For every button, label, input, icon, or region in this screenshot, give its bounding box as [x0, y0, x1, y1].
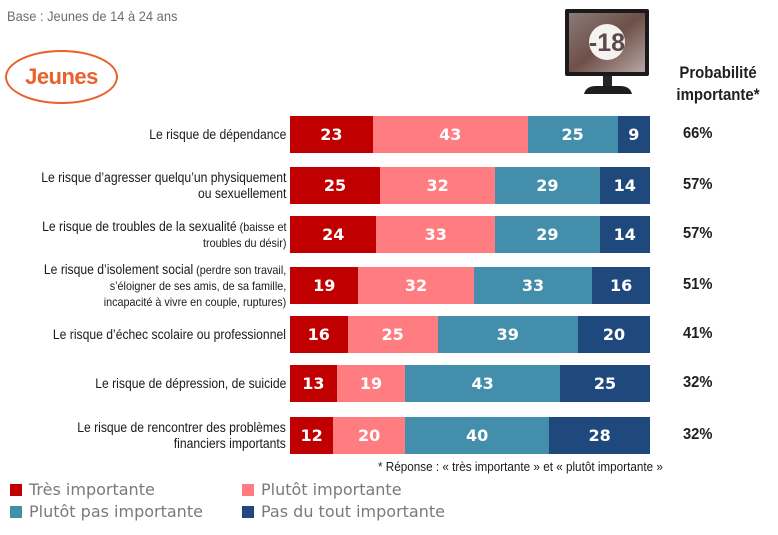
probability-value: 51%	[683, 275, 713, 293]
category-label-line2: s’éloigner de ses amis, de sa famille,	[109, 278, 287, 293]
bar-segment: 9	[617, 116, 650, 153]
category-label: Le risque de rencontrer des problèmes fin…	[77, 420, 286, 452]
legend-swatch	[10, 483, 22, 496]
bar-segment: 39	[437, 316, 578, 353]
bar-segment: 16	[592, 267, 650, 304]
jeunes-badge: Jeunes	[5, 50, 118, 104]
category-label-main: Le risque d’échec scolaire ou profession…	[52, 326, 286, 342]
probability-heading-line1: Probabilité	[679, 63, 757, 82]
bar-segment: 16	[290, 316, 348, 353]
bar-segment: 20	[577, 316, 650, 353]
bar-segment: 43	[405, 365, 560, 402]
bar-segment: 25	[290, 167, 380, 204]
stacked-bar: 19 32 33 16	[290, 267, 650, 304]
bar-segment: 33	[376, 216, 496, 253]
category-label-line2: ou sexuellement	[197, 185, 286, 201]
probability-value: 41%	[683, 324, 713, 342]
stacked-bar: 12 20 40 28	[290, 417, 650, 454]
age-circle	[589, 24, 625, 60]
legend-item-plutot-pas-importante: Plutôt pas importante	[10, 502, 203, 521]
probability-heading: Probabilité importante*	[667, 62, 769, 106]
age-text: -18	[589, 29, 625, 57]
category-label-main: Le risque de troubles de la sexualité	[41, 218, 237, 234]
legend-swatch	[242, 505, 254, 518]
probability-value: 32%	[683, 373, 713, 391]
legend-item-tres-importante: Très importante	[10, 480, 155, 499]
category-label-main: Le risque de dépression, de suicide	[94, 375, 286, 391]
category-label-line2: troubles du désir)	[202, 235, 286, 250]
monitor-neck	[603, 76, 612, 87]
stacked-bar: 13 19 43 25	[290, 365, 650, 402]
category-label-main: Le risque de rencontrer des problèmes	[77, 419, 286, 435]
bar-segment: 19	[290, 267, 359, 304]
legend-label: Pas du tout importante	[261, 502, 445, 521]
stacked-bar: 25 32 29 14	[290, 167, 650, 204]
bar-segment: 19	[336, 365, 406, 402]
bar-segment: 25	[347, 316, 438, 353]
bar-segment: 25	[527, 116, 618, 153]
category-label-line3: incapacité à vivre en couple, ruptures)	[103, 294, 286, 309]
category-label: Le risque de dépression, de suicide	[95, 376, 286, 392]
bar-segment: 23	[290, 116, 373, 153]
bar-segment: 29	[495, 216, 600, 253]
bar-segment: 40	[405, 417, 550, 454]
category-label: Le risque de dépendance	[149, 127, 286, 143]
stacked-bar: 24 33 29 14	[290, 216, 650, 253]
bar-segment: 20	[333, 417, 406, 454]
category-label-main: Le risque d’isolement social	[43, 261, 193, 277]
bar-segment: 24	[290, 216, 377, 253]
category-label: Le risque d’isolement social (perdre son…	[44, 262, 286, 310]
bar-segment: 32	[358, 267, 474, 304]
stacked-bar: 23 43 25 9	[290, 116, 650, 153]
category-label: Le risque de troubles de la sexualité (b…	[42, 219, 286, 251]
probability-value: 32%	[683, 425, 713, 443]
jeunes-badge-label: Jeunes	[25, 64, 98, 89]
legend-item-plutot-importante: Plutôt importante	[242, 480, 402, 499]
legend-swatch	[242, 483, 254, 496]
legend-swatch	[10, 505, 22, 518]
category-label-line2: financiers importants	[173, 435, 286, 451]
monitor-stand	[584, 86, 632, 94]
monitor-18-icon: -18	[565, 9, 649, 94]
probability-value: 66%	[683, 124, 713, 142]
bar-segment: 29	[495, 167, 600, 204]
legend-label: Très importante	[29, 480, 155, 499]
category-label-main: Le risque de dépendance	[148, 126, 286, 142]
probability-value: 57%	[683, 224, 713, 242]
category-label-detail: (baisse et	[236, 219, 286, 234]
bar-segment: 32	[380, 167, 496, 204]
bar-segment: 43	[372, 116, 528, 153]
base-subtitle: Base : Jeunes de 14 à 24 ans	[7, 8, 178, 24]
footnote: * Réponse : « très importante » et « plu…	[378, 459, 663, 474]
category-label: Le risque d’agresser quelqu’un physiquem…	[41, 170, 286, 202]
bar-segment: 13	[290, 365, 337, 402]
probability-value: 57%	[683, 175, 713, 193]
legend-label: Plutôt importante	[261, 480, 402, 499]
probability-heading-line2: importante*	[676, 85, 760, 104]
bar-segment: 14	[599, 216, 650, 253]
legend-item-pas-du-tout-importante: Pas du tout importante	[242, 502, 445, 521]
bar-segment: 28	[549, 417, 650, 454]
bar-segment: 14	[599, 167, 650, 204]
category-label-main: Le risque d’agresser quelqu’un physiquem…	[40, 169, 286, 185]
category-label: Le risque d’échec scolaire ou profession…	[53, 327, 286, 343]
stacked-bar: 16 25 39 20	[290, 316, 650, 353]
legend-label: Plutôt pas importante	[29, 502, 203, 521]
bar-segment: 33	[473, 267, 593, 304]
category-label-detail: (perdre son travail,	[192, 262, 286, 277]
bar-segment: 12	[290, 417, 334, 454]
bar-segment: 25	[559, 365, 650, 402]
